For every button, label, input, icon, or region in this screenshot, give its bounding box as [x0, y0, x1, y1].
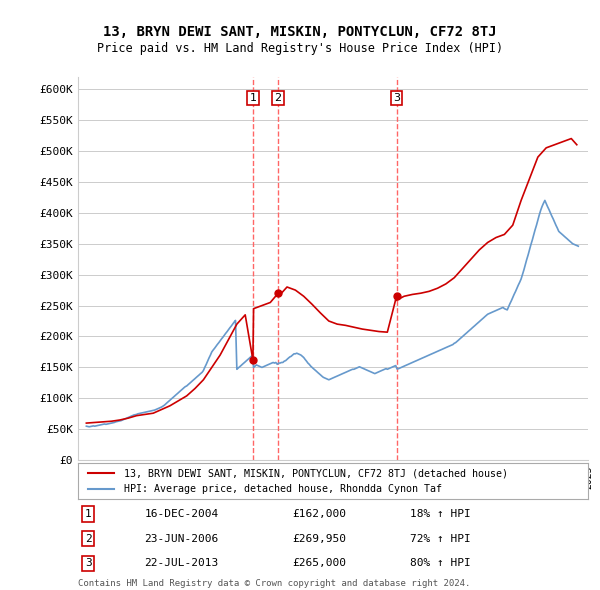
Text: 22-JUL-2013: 22-JUL-2013	[145, 559, 218, 568]
Text: 13, BRYN DEWI SANT, MISKIN, PONTYCLUN, CF72 8TJ (detached house): 13, BRYN DEWI SANT, MISKIN, PONTYCLUN, C…	[124, 468, 508, 478]
Text: 1: 1	[85, 509, 92, 519]
Text: £269,950: £269,950	[292, 534, 346, 543]
Text: 2: 2	[85, 534, 92, 543]
Text: HPI: Average price, detached house, Rhondda Cynon Taf: HPI: Average price, detached house, Rhon…	[124, 484, 442, 494]
Text: 18% ↑ HPI: 18% ↑ HPI	[409, 509, 470, 519]
Text: 16-DEC-2004: 16-DEC-2004	[145, 509, 218, 519]
Text: 2: 2	[275, 93, 282, 103]
Text: 72% ↑ HPI: 72% ↑ HPI	[409, 534, 470, 543]
Text: 3: 3	[85, 559, 92, 568]
Text: £162,000: £162,000	[292, 509, 346, 519]
Text: 1: 1	[250, 93, 256, 103]
Text: £265,000: £265,000	[292, 559, 346, 568]
Text: Price paid vs. HM Land Registry's House Price Index (HPI): Price paid vs. HM Land Registry's House …	[97, 42, 503, 55]
Text: 80% ↑ HPI: 80% ↑ HPI	[409, 559, 470, 568]
Text: 3: 3	[393, 93, 400, 103]
Text: 13, BRYN DEWI SANT, MISKIN, PONTYCLUN, CF72 8TJ: 13, BRYN DEWI SANT, MISKIN, PONTYCLUN, C…	[103, 25, 497, 40]
Text: 23-JUN-2006: 23-JUN-2006	[145, 534, 218, 543]
Text: Contains HM Land Registry data © Crown copyright and database right 2024.: Contains HM Land Registry data © Crown c…	[78, 579, 470, 588]
